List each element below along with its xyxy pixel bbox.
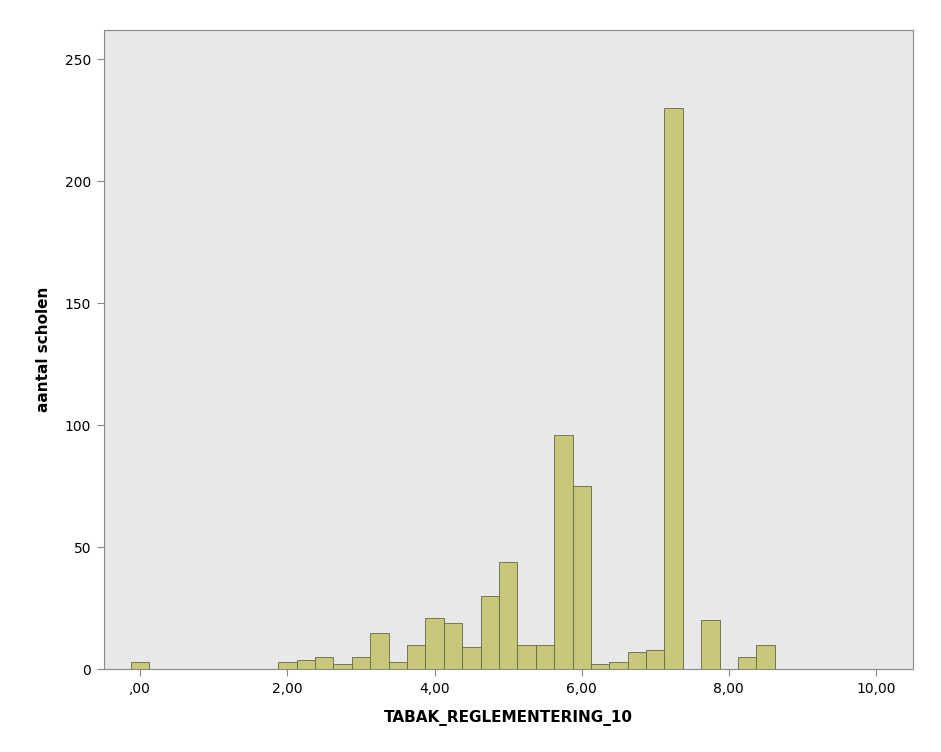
Bar bbox=[646, 650, 664, 669]
Bar bbox=[407, 645, 425, 669]
Bar bbox=[131, 662, 150, 669]
Bar bbox=[701, 620, 720, 669]
Bar bbox=[296, 660, 315, 669]
Bar bbox=[591, 665, 610, 669]
Bar bbox=[610, 662, 628, 669]
Bar bbox=[333, 665, 352, 669]
X-axis label: TABAK_REGLEMENTERING_10: TABAK_REGLEMENTERING_10 bbox=[384, 710, 632, 726]
Bar bbox=[628, 652, 646, 669]
Bar bbox=[572, 487, 591, 669]
Bar bbox=[554, 435, 572, 669]
Bar bbox=[535, 645, 554, 669]
Bar bbox=[352, 657, 370, 669]
Bar bbox=[389, 662, 407, 669]
Bar bbox=[481, 596, 499, 669]
Bar bbox=[279, 662, 296, 669]
Bar bbox=[425, 618, 444, 669]
Bar bbox=[499, 562, 518, 669]
Bar bbox=[444, 623, 462, 669]
Bar bbox=[664, 108, 683, 669]
Bar bbox=[462, 647, 481, 669]
Y-axis label: aantal scholen: aantal scholen bbox=[36, 287, 51, 412]
Bar bbox=[315, 657, 333, 669]
Bar bbox=[370, 632, 389, 669]
Bar bbox=[518, 645, 535, 669]
Bar bbox=[738, 657, 757, 669]
Bar bbox=[757, 645, 774, 669]
